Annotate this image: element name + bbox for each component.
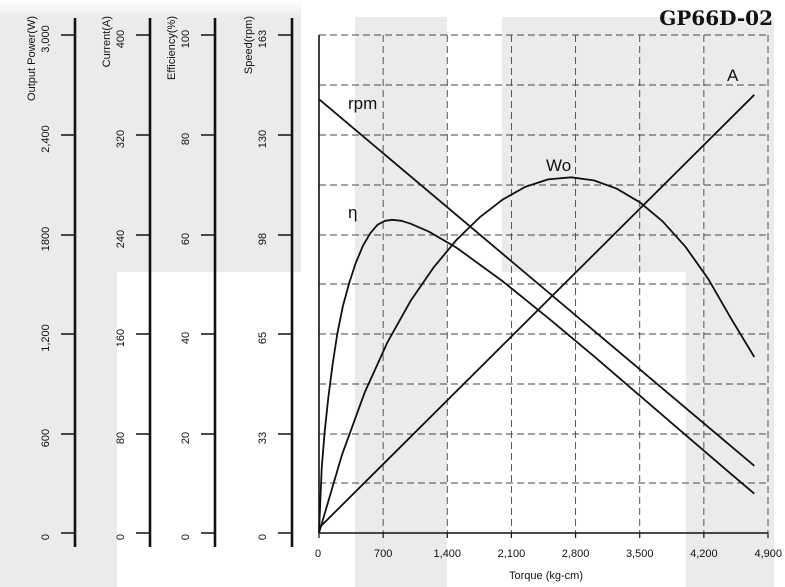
x-tick-label: 2,100: [498, 548, 526, 560]
series-line: [318, 218, 755, 534]
y-tick-label: 100: [180, 30, 192, 48]
y-tick-label: 240: [115, 230, 127, 248]
x-tick-label: 700: [374, 548, 392, 560]
x-tick-label: 1,400: [434, 548, 462, 560]
y-tick-label: 130: [257, 130, 269, 148]
y-tick-label: 40: [180, 332, 192, 344]
y-axis-title: Output Power(W): [26, 16, 38, 101]
y-tick-label: 80: [180, 133, 192, 145]
y-tick-label: 0: [115, 534, 127, 540]
y-tick-label: 400: [115, 30, 127, 48]
x-tick-label: 2,800: [562, 548, 590, 560]
y-axis-title: Speed(rpm): [243, 16, 255, 74]
y-tick-label: 60: [180, 233, 192, 245]
series-label: Wo: [546, 156, 571, 175]
background-panel: [0, 272, 117, 587]
y-tick-label: 0: [257, 534, 269, 540]
x-axis-title: Torque (kg-cm): [509, 570, 583, 582]
background-fade: [0, 0, 785, 18]
y-tick-label: 65: [257, 332, 269, 344]
x-tick-label: 0: [315, 548, 321, 560]
series-line: [318, 176, 756, 534]
y-tick-label: 80: [115, 432, 127, 444]
y-tick-label: 1800: [40, 227, 52, 251]
chart-title: GP66D-02: [659, 6, 773, 30]
series-label: η: [348, 203, 357, 222]
background-panel: [502, 17, 774, 272]
y-tick-label: 33: [257, 432, 269, 444]
background-panel: [686, 272, 774, 587]
y-tick-label: 0: [180, 534, 192, 540]
y-tick-label: 20: [180, 432, 192, 444]
y-tick-label: 2,400: [40, 125, 52, 153]
y-tick-label: 0: [40, 534, 52, 540]
series-label: A: [727, 66, 739, 85]
background-panel: [355, 17, 447, 587]
y-tick-label: 1,200: [40, 324, 52, 352]
x-tick-label: 3,500: [626, 548, 654, 560]
y-axis-title: Current(A): [101, 16, 113, 67]
x-tick-label: 4,200: [690, 548, 718, 560]
x-tick-label: 4,900: [754, 548, 782, 560]
series-line: [318, 98, 755, 467]
series-line: [318, 94, 755, 529]
series-label: rpm: [348, 94, 377, 113]
y-tick-label: 320: [115, 130, 127, 148]
y-axis-title: Efficiency(%): [166, 16, 178, 80]
y-tick-label: 98: [257, 233, 269, 245]
y-tick-label: 600: [40, 429, 52, 447]
y-tick-label: 3,000: [40, 25, 52, 53]
y-tick-label: 160: [115, 329, 127, 347]
y-tick-label: 163: [257, 30, 269, 48]
